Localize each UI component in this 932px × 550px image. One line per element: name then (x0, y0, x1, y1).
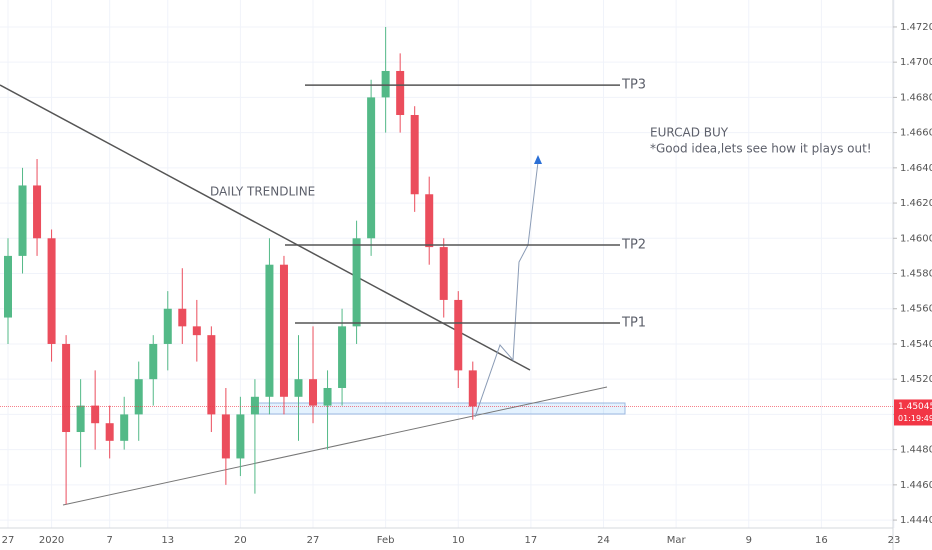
candle-body (207, 335, 216, 415)
candle-body (468, 370, 477, 407)
y-tick-label: 1.45200 (900, 374, 932, 385)
candle-body (454, 299, 463, 371)
candle-body (381, 70, 390, 98)
candle-body (410, 115, 419, 195)
candle-body (149, 343, 158, 380)
x-tick-label: 16 (815, 535, 828, 546)
candle-body (309, 379, 318, 406)
y-tick-label: 1.46200 (900, 198, 932, 209)
y-tick-label: 1.47200 (900, 22, 932, 33)
x-tick-label: 9 (746, 535, 752, 546)
candle-body (367, 97, 376, 239)
x-tick-label: Mar (667, 535, 687, 546)
grid (0, 0, 895, 528)
candle-body (439, 247, 448, 300)
candle-body (294, 379, 303, 397)
x-tick-label: 20 (234, 535, 247, 546)
annotation: *Good idea,lets see how it plays out! (650, 142, 872, 156)
candle-body (425, 194, 434, 248)
candle-body (192, 326, 201, 336)
x-tick-label: 13 (161, 535, 174, 546)
candle-body (221, 414, 230, 459)
x-tick-label: 10 (452, 535, 465, 546)
y-tick-label: 1.45800 (900, 269, 932, 280)
y-tick-label: 1.46800 (900, 92, 932, 103)
x-tick-label: 7 (106, 535, 112, 546)
candle-body (62, 343, 71, 433)
x-tick-label: 27 (2, 535, 15, 546)
annotation: EURCAD BUY (650, 126, 729, 140)
candle-body (323, 387, 332, 406)
candle-body (120, 414, 129, 441)
x-tick-label: Feb (377, 535, 395, 546)
x-tick-label: 23 (888, 535, 901, 546)
candle-body (236, 414, 245, 459)
candle-body (352, 238, 361, 327)
candle-body (91, 405, 100, 424)
candle-body (47, 238, 56, 344)
candle-body (76, 405, 85, 433)
y-tick-label: 1.47000 (900, 57, 932, 68)
x-tick-label: 24 (597, 535, 610, 546)
target-label: TP3 (621, 78, 646, 93)
candle-body (396, 70, 405, 116)
candle-body (134, 379, 143, 415)
target-label: TP1 (621, 315, 646, 330)
y-tick-label: 1.45400 (900, 339, 932, 350)
projection (474, 161, 539, 418)
y-tick-label: 1.44600 (900, 480, 932, 491)
candle-body (338, 326, 347, 388)
y-tick-label: 1.46000 (900, 233, 932, 244)
candles (4, 26, 477, 505)
arrow-head (534, 155, 542, 164)
x-tick-label: 17 (525, 535, 538, 546)
candle-body (33, 185, 42, 239)
y-tick-label: 1.44400 (900, 515, 932, 526)
price-tag-label: 1.45045 (898, 402, 932, 412)
y-tick-label: 1.44800 (900, 445, 932, 456)
target-label: TP2 (621, 237, 646, 252)
countdown: 01:19:49 (898, 414, 932, 423)
x-tick-label: 2020 (39, 535, 64, 546)
annotation: DAILY TRENDLINE (210, 185, 315, 199)
candle-body (105, 423, 114, 441)
y-tick-label: 1.45600 (900, 304, 932, 315)
price-tag (894, 399, 932, 426)
candle-body (279, 264, 288, 397)
candle-body (163, 308, 172, 344)
y-tick-label: 1.46600 (900, 128, 932, 139)
candle-body (265, 264, 274, 397)
x-tick-label: 27 (307, 535, 320, 546)
candle-body (250, 396, 259, 415)
candle-body (178, 308, 187, 327)
candle-body (4, 255, 12, 318)
y-tick-label: 1.46400 (900, 163, 932, 174)
candle-body (18, 185, 27, 256)
